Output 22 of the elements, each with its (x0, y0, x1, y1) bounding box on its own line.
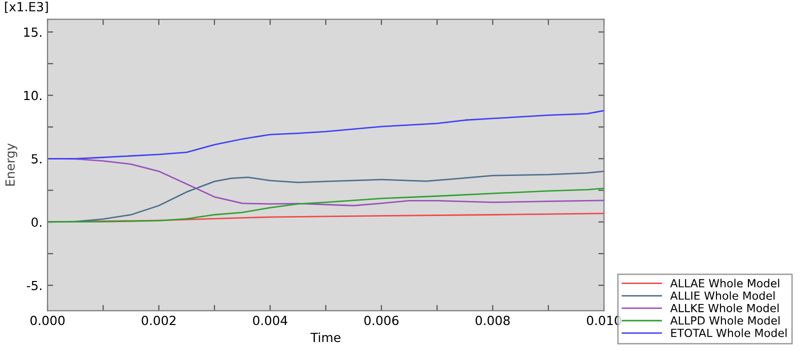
y-tick-label: 5. (32, 154, 42, 164)
x-tick-label: 0.002 (142, 316, 176, 326)
y-tick-label: 0. (32, 217, 42, 227)
x-tick-label: 0.006 (364, 316, 399, 326)
x-tick-label: 0.008 (476, 316, 510, 326)
y-tick-label: -5. (26, 280, 42, 290)
legend-label: ETOTAL Whole Model (671, 328, 787, 338)
line-series (48, 188, 604, 223)
y-tick-label: 10. (24, 90, 42, 100)
text: [x1.E3] (5, 2, 48, 13)
y-tick-label: 15. (24, 28, 42, 37)
x-tick-label: 0.000 (30, 316, 65, 326)
x-axis-title: Time (310, 332, 340, 342)
x-tick-label: 0.010 (586, 316, 622, 326)
legend-label: ALLKE Whole Model (670, 304, 779, 312)
legend-label: ALLPD Whole Model (670, 316, 780, 325)
legend-label: ALLAE Whole Model (670, 278, 780, 288)
legend-label: ALLIE Whole Model (670, 291, 775, 300)
x-tick-label: 0.004 (253, 316, 288, 326)
line-series (48, 110, 604, 160)
line-series (48, 170, 604, 223)
y-axis-title: Energy (6, 143, 18, 186)
